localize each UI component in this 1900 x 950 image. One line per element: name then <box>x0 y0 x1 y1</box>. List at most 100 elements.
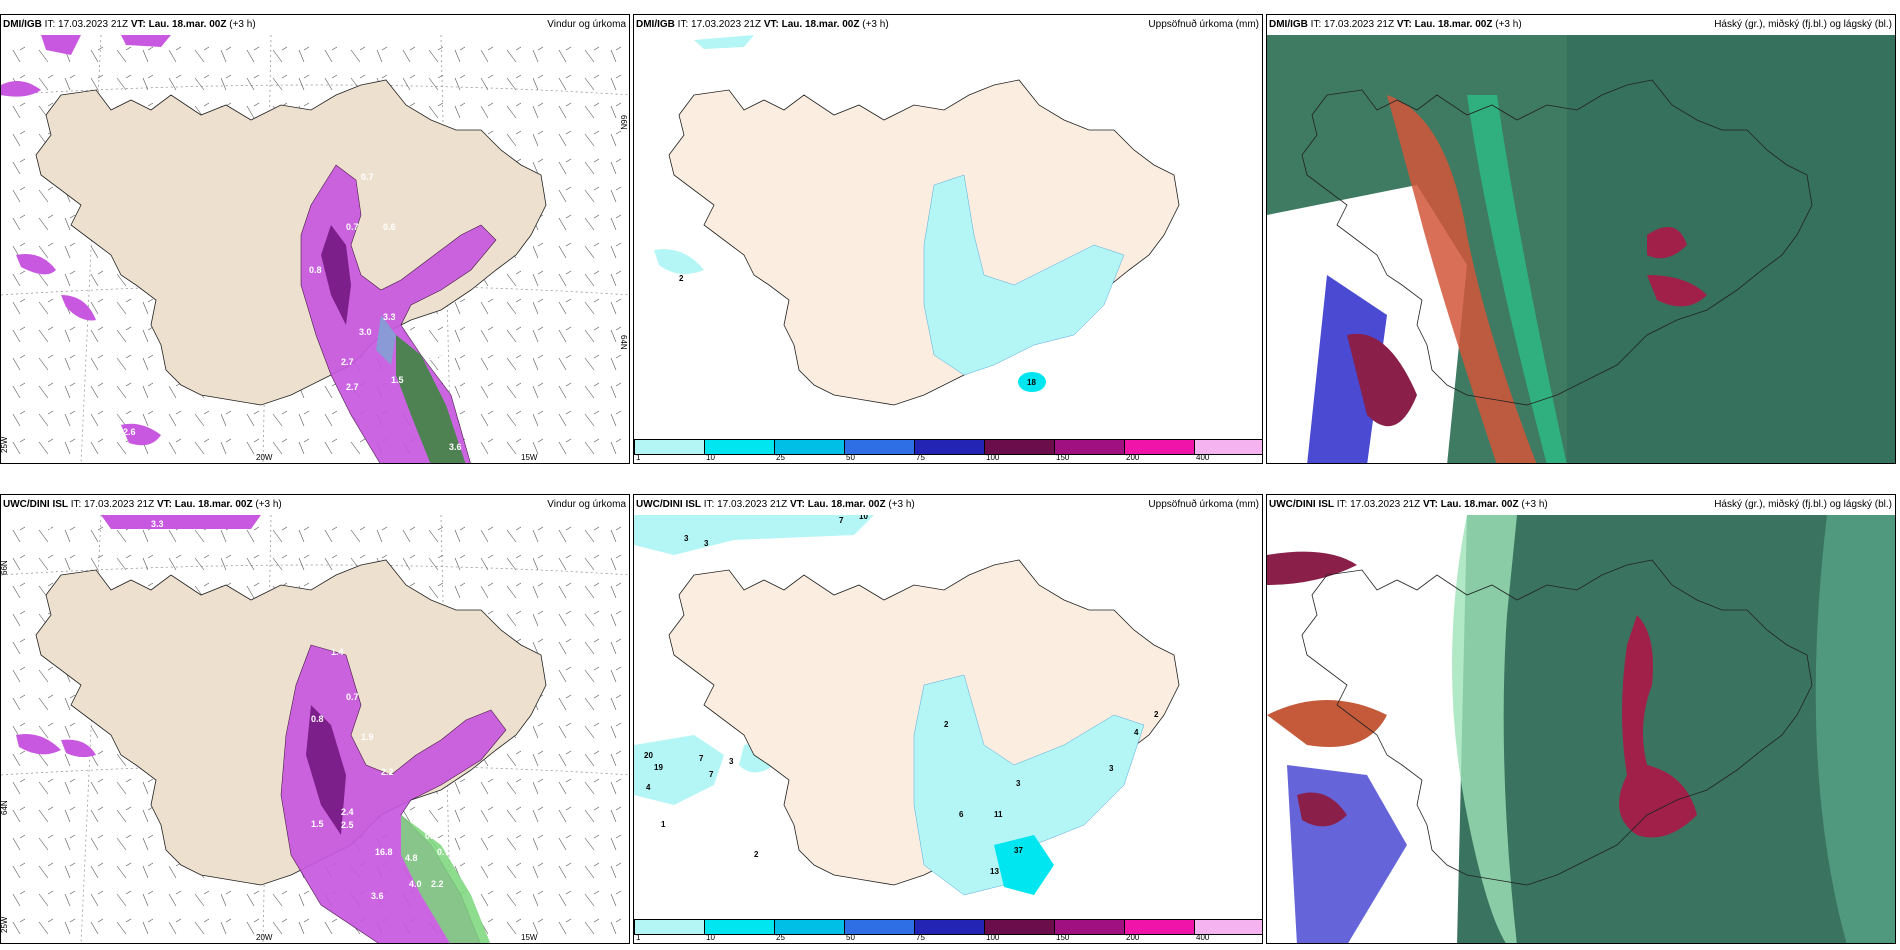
wind-barb <box>90 270 104 287</box>
wind-barb <box>428 806 444 823</box>
wind-barb <box>64 722 76 739</box>
init-time: IT: 17.03.2023 21Z <box>44 19 129 30</box>
precip-total-label: 2 <box>754 850 759 859</box>
wind-barb <box>610 582 622 599</box>
wind-barb <box>454 806 466 823</box>
wind-barb <box>246 526 260 543</box>
init-time: IT: 17.03.2023 21Z <box>1336 499 1421 510</box>
wind-precip-map-uwc: UWC/DINI ISL IT: 17.03.2023 21Z VT: Lau.… <box>0 494 630 944</box>
precip-label: 1.5 <box>391 375 404 385</box>
wind-barb <box>584 214 600 231</box>
colorbar-tick-label: 150 <box>1056 933 1070 942</box>
wind-barb <box>64 918 76 935</box>
wind-barb <box>64 526 76 543</box>
wind-barb <box>142 918 154 935</box>
wind-barb <box>584 46 600 63</box>
wind-barb <box>532 778 544 795</box>
precip-label: 2.4 <box>341 807 354 817</box>
wind-barb <box>558 666 572 683</box>
precip-label: 2.3 <box>9 97 22 107</box>
colorbar-tick-label: 50 <box>846 933 855 942</box>
colorbar-swatch <box>1194 919 1262 935</box>
wind-barb <box>12 158 26 175</box>
wind-barb <box>272 526 288 543</box>
wind-barb <box>142 834 154 851</box>
wind-barb <box>168 862 182 879</box>
wind-barb <box>64 354 76 371</box>
precip-label: 3.3 <box>383 312 396 322</box>
colorbar-tick-label: 1 <box>636 453 641 462</box>
lat-label: 66N <box>619 115 628 130</box>
wind-barb <box>584 638 600 655</box>
wind-barb <box>506 778 522 795</box>
colorbar-tick-label: 400 <box>1196 933 1210 942</box>
wind-barb <box>532 806 544 823</box>
wind-barb <box>142 74 154 91</box>
wind-barb <box>480 806 494 823</box>
wind-barb <box>350 46 366 63</box>
colorbar-swatch <box>1194 439 1262 455</box>
colorbar-tick-label: 25 <box>776 933 785 942</box>
wind-barb <box>506 270 522 287</box>
wind-barb <box>610 638 622 655</box>
wind-barb <box>38 298 54 315</box>
wind-barb <box>558 74 572 91</box>
wind-barb <box>324 74 338 91</box>
wind-barb <box>610 158 622 175</box>
wind-barb <box>584 74 600 91</box>
wind-barb <box>532 526 544 543</box>
wind-barb <box>532 610 544 627</box>
wind-barb <box>90 382 104 399</box>
wind-barb <box>610 722 622 739</box>
wind-barb <box>532 554 544 571</box>
wind-barb <box>532 158 544 175</box>
wind-barb <box>12 554 26 571</box>
wind-barb <box>454 46 466 63</box>
wind-barb <box>64 410 76 427</box>
wind-barb <box>12 834 26 851</box>
model-label: DMI/IGB <box>3 19 42 30</box>
wind-barb <box>506 102 522 119</box>
wind-barb <box>38 834 54 851</box>
wind-barb <box>90 834 104 851</box>
wind-barb <box>350 438 366 455</box>
wind-barb <box>558 438 572 455</box>
precip-total-label: 2 <box>679 274 684 283</box>
wind-barb <box>558 918 572 935</box>
precip-label: 3.3 <box>151 519 164 529</box>
precip-label: 2.2 <box>431 879 444 889</box>
wind-barb <box>610 610 622 627</box>
wind-barb <box>584 918 600 935</box>
wind-barb <box>142 778 154 795</box>
wind-barb <box>506 298 522 315</box>
wind-barb <box>610 326 622 343</box>
precip-label: 1.0 <box>46 57 59 67</box>
wind-barb <box>64 270 76 287</box>
wind-barb <box>168 890 182 907</box>
wind-barb <box>584 778 600 795</box>
wind-barb <box>506 862 522 879</box>
precip-label: 0.7 <box>346 692 359 702</box>
wind-barb <box>454 74 466 91</box>
wind-barb <box>402 526 416 543</box>
wind-barb <box>610 242 622 259</box>
wind-barb <box>12 438 26 455</box>
model-label: UWC/DINI ISL <box>3 499 68 510</box>
wind-barb <box>246 410 260 427</box>
wind-barb <box>116 778 132 795</box>
valid-time: VT: Lau. 18.mar. 00Z <box>130 19 227 30</box>
wind-barb <box>610 270 622 287</box>
wind-barb <box>454 526 466 543</box>
cloud-cover-map-uwc: UWC/DINI ISL IT: 17.03.2023 21Z VT: Lau.… <box>1266 494 1896 944</box>
wind-map-canvas: 0.8 3.3 1.4 0.7 0.8 1.9 2.2 2.4 2.5 1.5 … <box>1 515 629 943</box>
wind-barb <box>38 890 54 907</box>
precip-label: 0.8 <box>46 525 59 535</box>
wind-barb <box>246 890 260 907</box>
wind-barb <box>64 834 76 851</box>
wind-barb <box>116 554 132 571</box>
wind-barb <box>64 326 76 343</box>
wind-barb <box>168 554 182 571</box>
wind-barb <box>246 46 260 63</box>
wind-barb <box>532 102 544 119</box>
wind-barb <box>584 270 600 287</box>
